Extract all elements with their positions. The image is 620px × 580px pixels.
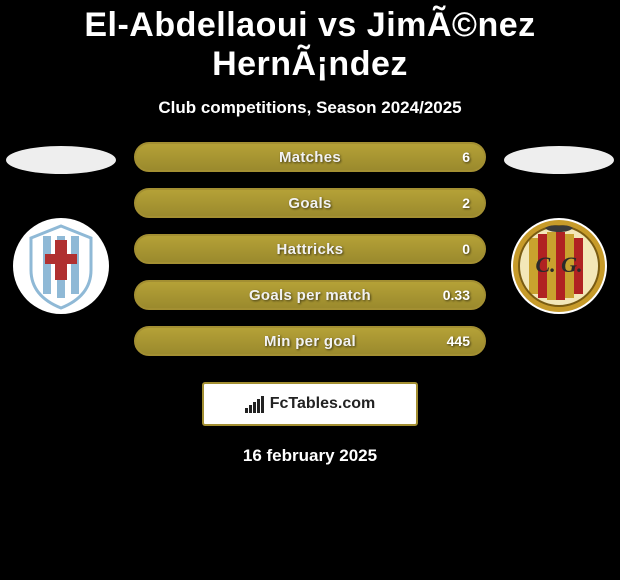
celta-badge-icon xyxy=(13,218,109,314)
right-player-photo xyxy=(504,146,614,174)
page-title: El-Abdellaoui vs JimÃ©nez HernÃ¡ndez xyxy=(0,0,620,84)
stats-column: Matches 6 Goals 2 Hattricks 0 Goals per … xyxy=(116,142,504,356)
stat-value-right: 445 xyxy=(447,333,470,349)
date-line: 16 february 2025 xyxy=(0,446,620,466)
stat-bar-matches: Matches 6 xyxy=(134,142,486,172)
stat-value-right: 2 xyxy=(462,195,470,211)
stat-label: Goals xyxy=(288,195,331,212)
stat-value-right: 6 xyxy=(462,149,470,165)
stat-bar-mpg: Min per goal 445 xyxy=(134,326,486,356)
left-club-badge xyxy=(13,218,109,314)
stat-label: Hattricks xyxy=(277,241,344,258)
right-player-col: C. G. xyxy=(504,142,614,314)
stat-bar-goals: Goals 2 xyxy=(134,188,486,218)
stat-label: Goals per match xyxy=(249,287,371,304)
gimnastic-badge-icon: C. G. xyxy=(511,218,607,314)
stat-label: Min per goal xyxy=(264,333,356,350)
page-subtitle: Club competitions, Season 2024/2025 xyxy=(0,98,620,118)
brand-badge: FcTables.com xyxy=(202,382,418,426)
stat-bar-hattricks: Hattricks 0 xyxy=(134,234,486,264)
stat-bar-gpm: Goals per match 0.33 xyxy=(134,280,486,310)
svg-text:C. G.: C. G. xyxy=(535,252,582,277)
brand-text: FcTables.com xyxy=(270,395,376,413)
bars-icon xyxy=(245,395,264,413)
left-player-col xyxy=(6,142,116,314)
stat-label: Matches xyxy=(279,149,341,166)
main-row: Matches 6 Goals 2 Hattricks 0 Goals per … xyxy=(0,142,620,356)
right-club-badge: C. G. xyxy=(511,218,607,314)
stat-value-right: 0 xyxy=(462,241,470,257)
left-player-photo xyxy=(6,146,116,174)
stat-value-right: 0.33 xyxy=(443,287,470,303)
